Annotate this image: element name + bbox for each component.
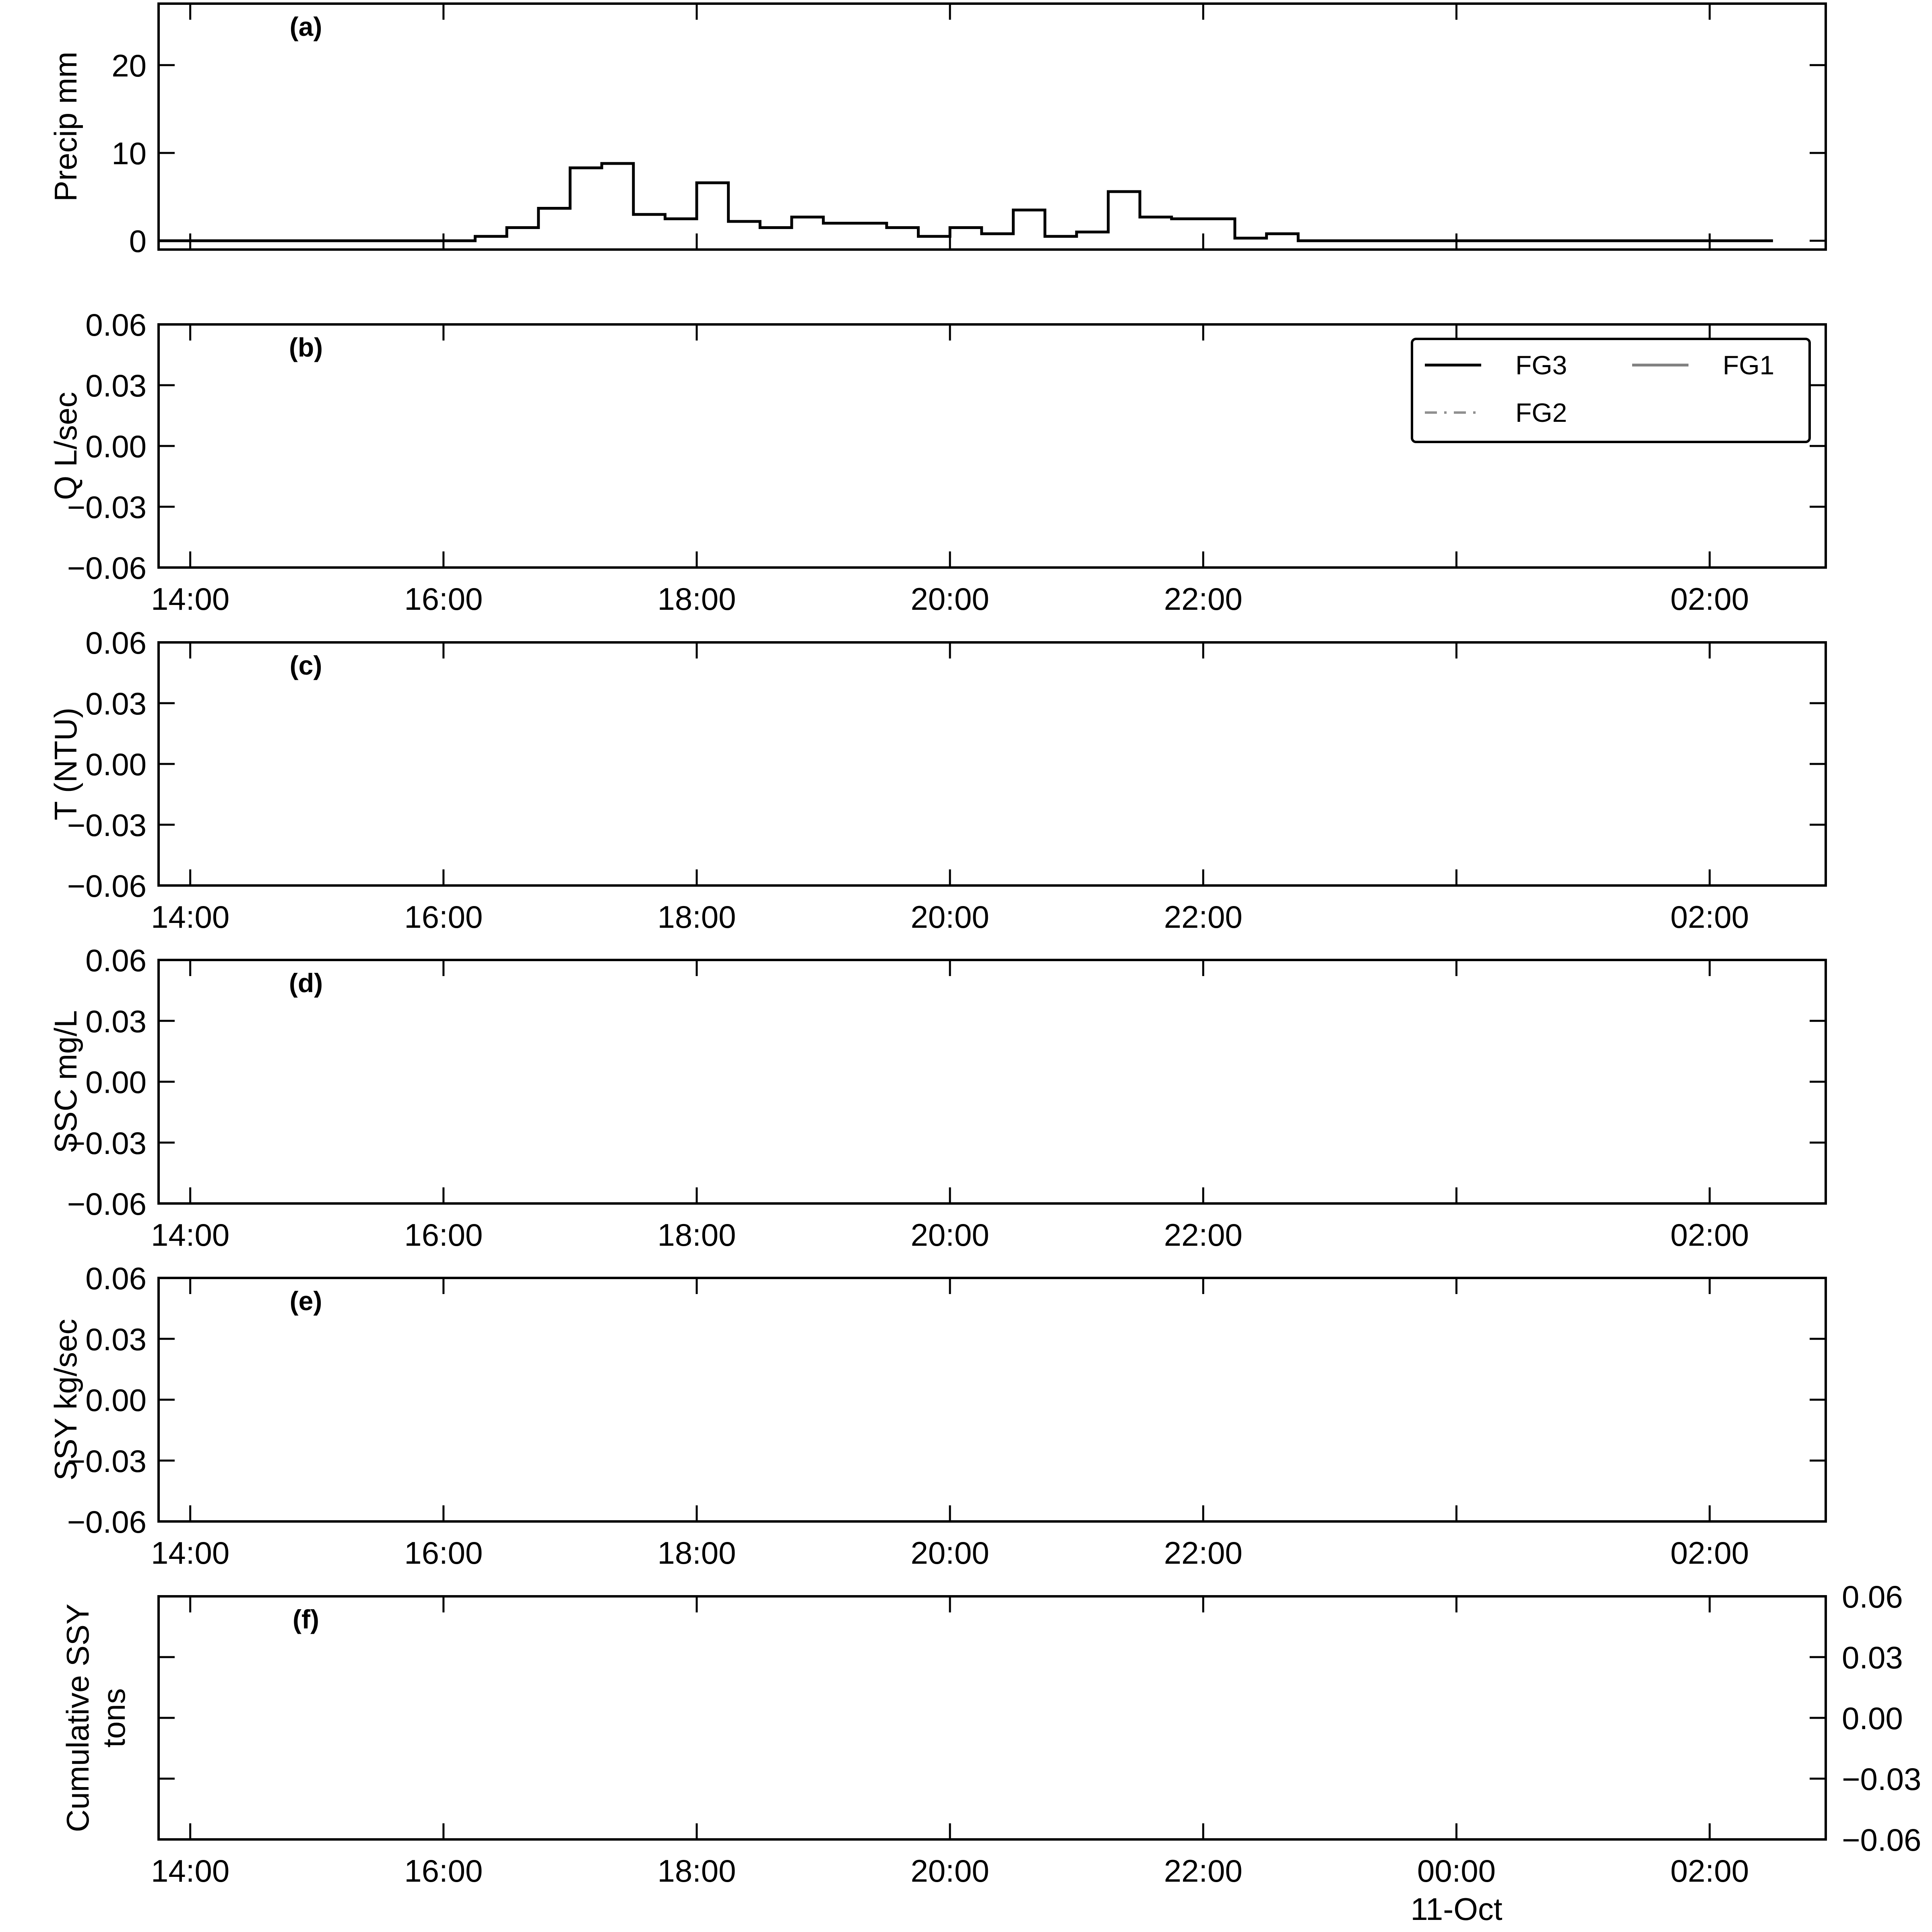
y-tick-label: −0.03 [67, 1443, 147, 1479]
x-tick-label: 14:00 [151, 581, 229, 617]
y-tick-label: 0.03 [85, 686, 147, 721]
x-tick-label: 22:00 [1164, 899, 1243, 935]
panel-f: (f) 14:00 16:00 18:00 20:00 22:00 00:00 02:00 11… [60, 1579, 1921, 1927]
x-tick-label: 14:00 [151, 1217, 229, 1253]
legend-label-FG1: FG1 [1723, 350, 1774, 380]
y-tick-label: −0.03 [67, 807, 147, 843]
y-tick-label: 0.00 [85, 429, 147, 464]
y-axis-label: SSC mg/L [48, 1010, 83, 1153]
y-axis-label: Precip mm [48, 52, 83, 202]
x-tick-label: 22:00 [1164, 581, 1243, 617]
x-tick-label: 22:00 [1164, 1535, 1243, 1571]
y-tick-label: −0.06 [67, 868, 147, 904]
plot-frame [157, 641, 1827, 887]
x-tick-label: 20:00 [911, 899, 989, 935]
y-tick-label: 0.06 [85, 943, 147, 978]
x-tick-label: 18:00 [657, 581, 736, 617]
panel-b: (b) 14:00 16:00 18:00 20:00 22:00 02:00 0.06 0.0… [48, 307, 1827, 617]
x-tick-label: 18:00 [657, 1853, 736, 1889]
y-tick-label: −0.03 [1842, 1761, 1921, 1797]
x-tick-label: 16:00 [404, 899, 483, 935]
x-tick-label: 16:00 [404, 581, 483, 617]
plot-frame [157, 1277, 1827, 1523]
y-axis-label: Cumulative SSYtons [60, 1604, 132, 1832]
y-tick-label: 0.00 [85, 1383, 147, 1418]
y-tick-label: 0.06 [85, 307, 147, 343]
y-tick-label: 20 [111, 48, 147, 83]
plot-frame [157, 959, 1827, 1205]
y-axis-label-line: tons [96, 1688, 132, 1747]
panel-letter: (b) [289, 332, 323, 362]
panel-letter: (e) [290, 1286, 322, 1316]
x-tick-label: 02:00 [1670, 581, 1749, 617]
y-tick-label: 0.03 [85, 1321, 147, 1357]
y-axis-label: Q L/sec [48, 392, 83, 500]
series-line-FG3 [159, 162, 1773, 242]
y-tick-label: 10 [111, 136, 147, 171]
x-tick-label: 20:00 [911, 581, 989, 617]
x-tick-label: 02:00 [1670, 1535, 1749, 1571]
plot-frame [157, 2, 1827, 251]
x-date-label: 11-Oct [1410, 1891, 1503, 1927]
x-tick-label: 22:00 [1164, 1853, 1243, 1889]
panel-letter: (a) [290, 12, 322, 41]
x-tick-label: 18:00 [657, 1535, 736, 1571]
y-axis-label: SSY kg/sec [48, 1319, 83, 1481]
panel-letter: (d) [289, 968, 323, 998]
y-tick-label: 0.06 [1842, 1579, 1903, 1614]
y-tick-label: 0.00 [85, 1065, 147, 1100]
y-tick-label: 0.00 [85, 747, 147, 782]
y-tick-label: −0.03 [67, 1125, 147, 1161]
panel-d: (d) 14:00 16:00 18:00 20:00 22:00 02:00 0.06 0.0… [48, 943, 1827, 1253]
legend: FG3 FG1 FG2 [1411, 338, 1811, 443]
y-tick-label: −0.06 [67, 1186, 147, 1222]
y-axis-label: T (NTU) [48, 708, 83, 820]
x-tick-label: 20:00 [911, 1535, 989, 1571]
x-tick-label: 02:00 [1670, 899, 1749, 935]
x-tick-label: 20:00 [911, 1217, 989, 1253]
panel-e: (e) 14:00 16:00 18:00 20:00 22:00 02:00 0.06 0.0… [48, 1261, 1827, 1571]
y-tick-label: 0 [129, 223, 147, 259]
x-tick-label: 02:00 [1670, 1217, 1749, 1253]
x-tick-label: 02:00 [1670, 1853, 1749, 1889]
x-tick-label: 00:00 [1417, 1853, 1496, 1889]
y-tick-label: 0.03 [1842, 1640, 1903, 1675]
legend-box [1411, 338, 1811, 443]
x-tick-label: 18:00 [657, 899, 736, 935]
x-tick-label: 18:00 [657, 1217, 736, 1253]
y-tick-label: −0.06 [1842, 1822, 1921, 1858]
x-tick-label: 14:00 [151, 1853, 229, 1889]
y-tick-label: −0.06 [67, 1504, 147, 1540]
x-tick-label: 16:00 [404, 1217, 483, 1253]
y-tick-label: 0.03 [85, 368, 147, 403]
x-tick-label: 20:00 [911, 1853, 989, 1889]
x-tick-label: 22:00 [1164, 1217, 1243, 1253]
plot-frame [157, 1595, 1827, 1841]
legend-label-FG3: FG3 [1515, 350, 1567, 380]
y-tick-label: −0.03 [67, 489, 147, 525]
panel-letter: (f) [293, 1604, 319, 1634]
x-tick-label: 14:00 [151, 1535, 229, 1571]
x-tick-label: 16:00 [404, 1535, 483, 1571]
y-tick-label: 0.06 [85, 1261, 147, 1296]
panel-letter: (c) [290, 650, 322, 680]
y-tick-label: 0.03 [85, 1003, 147, 1039]
panel-a: (a) 0 10 20 Precip mm [48, 2, 1827, 259]
y-tick-label: 0.06 [85, 625, 147, 661]
y-tick-label: 0.00 [1842, 1701, 1903, 1736]
panel-c: (c) 14:00 16:00 18:00 20:00 22:00 02:00 0.06 0.0… [48, 625, 1827, 935]
x-tick-label: 14:00 [151, 899, 229, 935]
legend-label-FG2: FG2 [1515, 398, 1567, 427]
x-tick-label: 16:00 [404, 1853, 483, 1889]
y-axis-label-line: Cumulative SSY [60, 1604, 95, 1832]
y-tick-label: −0.06 [67, 550, 147, 586]
